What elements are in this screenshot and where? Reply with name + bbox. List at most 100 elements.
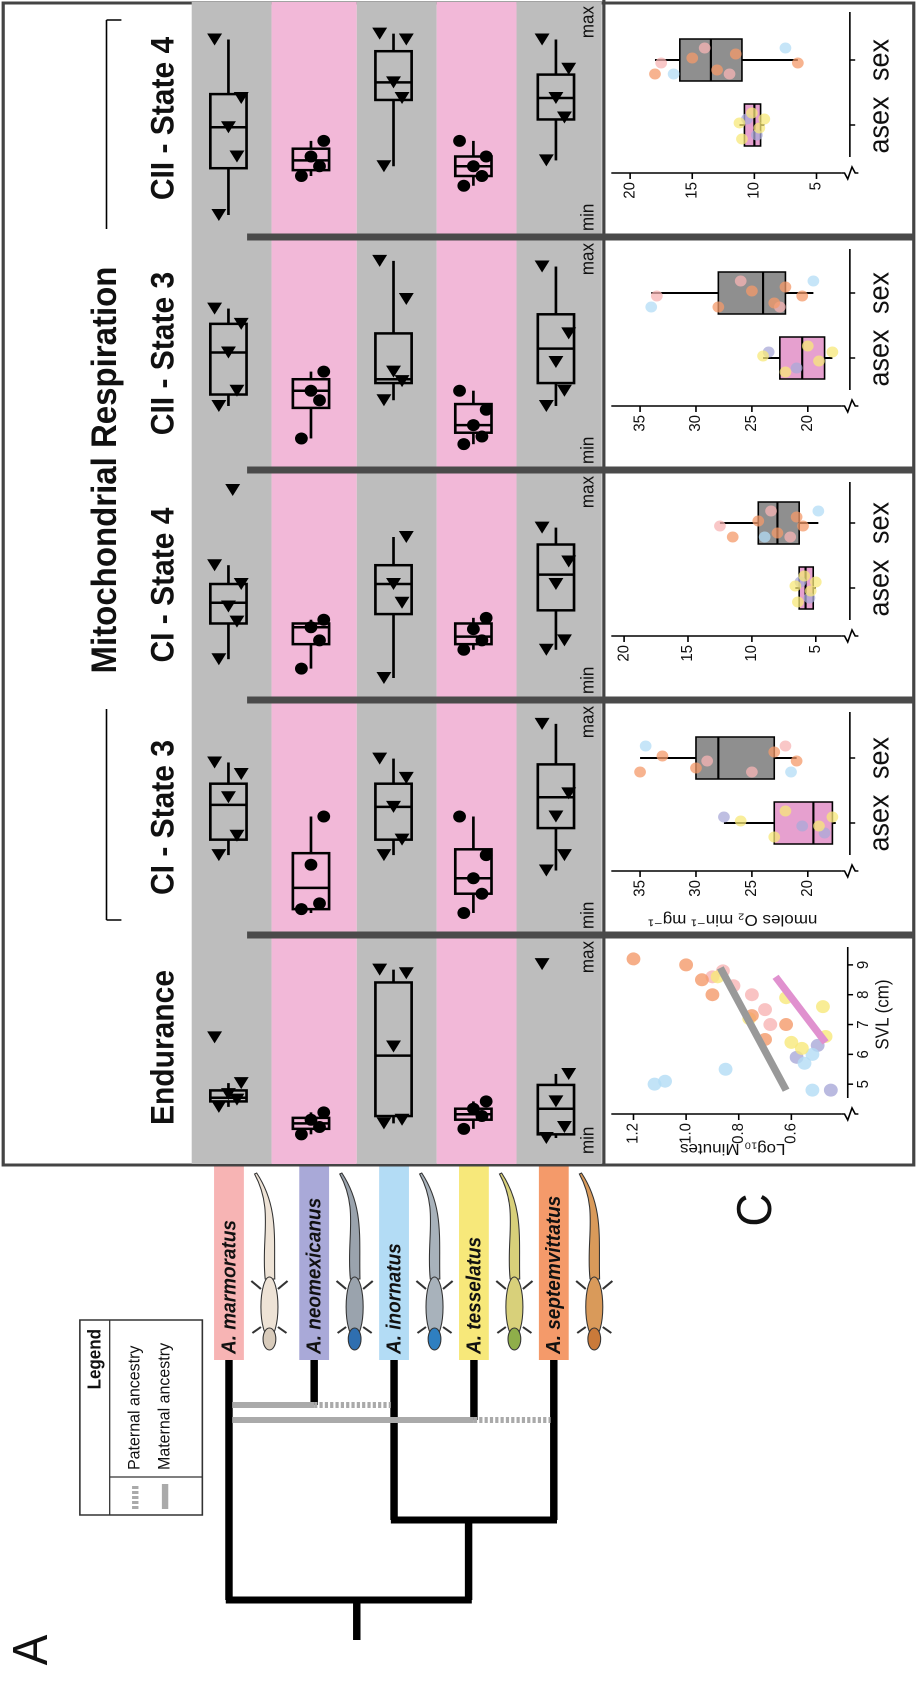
- point: [457, 644, 470, 656]
- group-title: Mitochondrial Respiration: [85, 267, 124, 674]
- lizard-head: [588, 1328, 601, 1350]
- point: [467, 623, 480, 635]
- category-label: asex: [863, 96, 895, 153]
- species-label: A. septemvittatus: [543, 1196, 566, 1355]
- point: [476, 888, 489, 900]
- row-band: [272, 2, 357, 1164]
- point: [480, 849, 493, 861]
- category-label: asex: [863, 559, 895, 616]
- jitter-point: [768, 747, 780, 758]
- jitter-point: [772, 528, 784, 539]
- x-tick-label: 6: [855, 1050, 873, 1058]
- page: Figure body { margin: 0; background: #ff…: [0, 0, 916, 1684]
- jitter-point: [784, 532, 796, 543]
- lizard-head: [263, 1328, 276, 1350]
- y-tick-label: 15: [683, 182, 701, 199]
- panel-label: A: [4, 1634, 59, 1665]
- lizard-head: [348, 1328, 361, 1350]
- y-tick-label: 35: [631, 880, 649, 897]
- point: [313, 897, 326, 909]
- jitter-point: [746, 108, 758, 119]
- jitter-point: [797, 521, 809, 532]
- scale-max-label: max: [577, 476, 598, 508]
- point: [305, 385, 318, 397]
- point: [467, 160, 480, 172]
- jitter-point: [808, 276, 820, 287]
- scatter-point: [705, 988, 719, 1001]
- jitter-point: [792, 58, 804, 69]
- scatter-point: [658, 1075, 672, 1088]
- jitter-point: [780, 282, 792, 293]
- jitter-point: [753, 123, 765, 134]
- y-axis-label: Log₁₀ Minutes: [680, 1140, 786, 1158]
- scatter-point: [779, 1018, 793, 1031]
- lizard-leg: [417, 1327, 426, 1333]
- lizard: [416, 1173, 452, 1350]
- scatter-point: [816, 1000, 830, 1013]
- lizard-tail: [340, 1173, 360, 1279]
- scatter-point: [745, 988, 759, 1001]
- jitter-point: [785, 767, 797, 778]
- jitter-point: [765, 506, 777, 517]
- lizard-leg: [577, 1327, 586, 1333]
- y-tick-label: 30: [687, 415, 705, 432]
- lizard-leg: [252, 1327, 261, 1333]
- jitter-point: [812, 506, 824, 517]
- point: [476, 170, 489, 182]
- point: [313, 634, 326, 646]
- x-tick-label: 9: [855, 961, 873, 969]
- scale-max-label: max: [577, 6, 598, 38]
- lizard-leg: [576, 1281, 586, 1289]
- y-tick-label: 20: [799, 415, 817, 432]
- y-tick-label: 10: [743, 645, 761, 662]
- point: [457, 180, 470, 192]
- jitter-point: [789, 581, 801, 592]
- column-title: CII - State 4: [145, 36, 181, 200]
- jitter-point: [634, 767, 646, 778]
- lizard-leg: [523, 1327, 532, 1333]
- scatter-point: [758, 1003, 772, 1016]
- category-label: asex: [863, 329, 895, 386]
- lizard-leg: [278, 1327, 287, 1333]
- point: [480, 612, 493, 624]
- lizard-leg: [278, 1281, 288, 1289]
- scatter-point: [679, 958, 693, 971]
- point: [467, 1103, 480, 1115]
- lizard-tail: [579, 1173, 599, 1279]
- lizard-leg: [251, 1281, 261, 1289]
- lizard-leg: [363, 1281, 373, 1289]
- x-tick-label: 5: [855, 1080, 873, 1088]
- jitter-point: [724, 69, 736, 80]
- y-tick-label: 25: [743, 415, 761, 432]
- legend: Legend Paternal ancestry Maternal ancest…: [80, 1320, 202, 1515]
- phylogeny: [226, 1360, 557, 1640]
- jitter-point: [780, 741, 792, 752]
- jitter-point: [827, 347, 839, 358]
- jitter-point: [651, 291, 663, 302]
- jitter-point: [768, 298, 780, 309]
- figure: Legend Paternal ancestry Maternal ancest…: [0, 0, 916, 1684]
- lizard-leg: [337, 1281, 347, 1289]
- category-label: sex: [863, 39, 895, 81]
- category-label: sex: [863, 737, 895, 779]
- jitter-point: [798, 571, 810, 582]
- point: [453, 135, 466, 147]
- point: [480, 151, 493, 163]
- point: [480, 404, 493, 416]
- point: [295, 903, 308, 915]
- y-axis-label: nmoles O₂ min⁻¹ mg⁻¹: [648, 911, 818, 929]
- scale-max-label: max: [577, 243, 598, 275]
- lizard-head: [428, 1328, 441, 1350]
- jitter-point: [757, 351, 769, 362]
- point: [457, 438, 470, 450]
- scatter-point: [795, 1042, 809, 1055]
- point: [295, 432, 308, 444]
- point: [457, 1123, 470, 1135]
- y-tick-label: 10: [745, 182, 763, 199]
- species-label: A. tesselatus: [463, 1237, 486, 1355]
- scatter-point: [824, 1084, 838, 1097]
- y-tick-label: 15: [679, 645, 697, 662]
- scatter-point: [719, 1063, 733, 1076]
- lizard-leg: [338, 1327, 347, 1333]
- point: [295, 170, 308, 182]
